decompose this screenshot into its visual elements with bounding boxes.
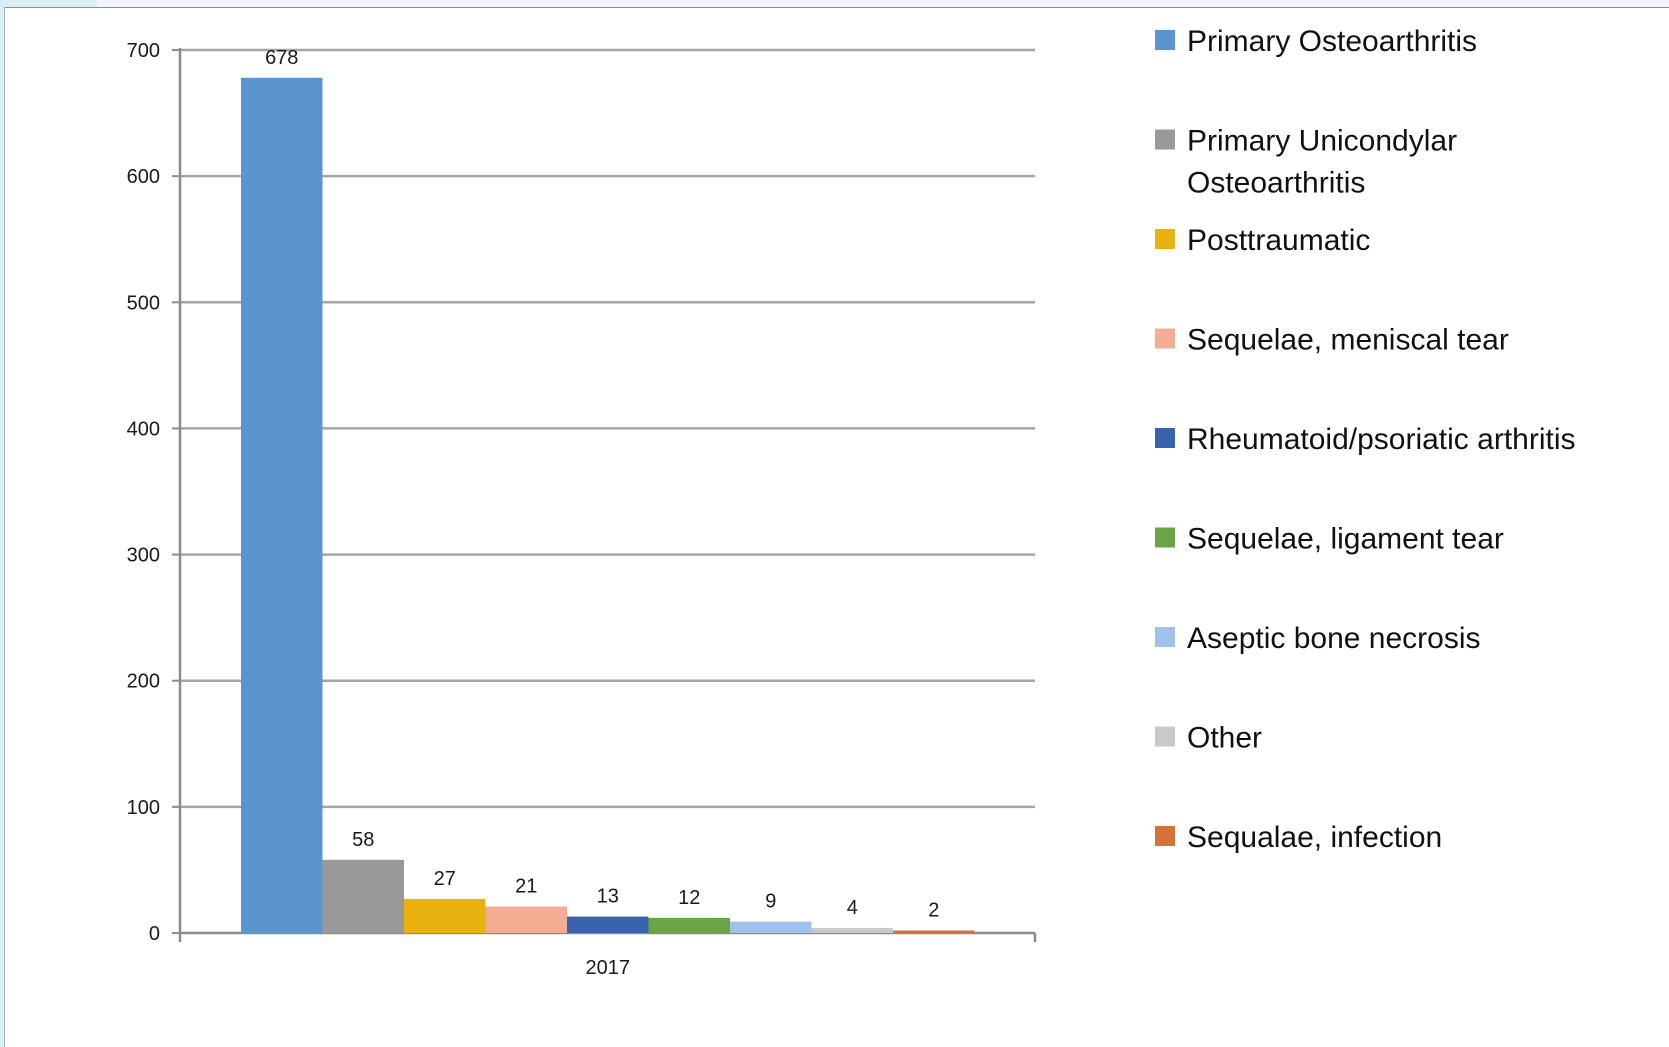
bar-4 bbox=[485, 906, 567, 933]
bar-6 bbox=[648, 917, 730, 933]
y-axis-tick-labels: 0 100 200 300 400 500 600 700 bbox=[127, 40, 160, 945]
legend-swatch bbox=[1155, 726, 1175, 747]
legend-swatch bbox=[1155, 428, 1175, 448]
bar-7 bbox=[730, 921, 812, 933]
x-axis-category-label: 2017 bbox=[586, 957, 631, 979]
bar-5 bbox=[567, 916, 649, 933]
bar-1 bbox=[241, 77, 323, 934]
window-tab-strip bbox=[0, 0, 97, 7]
window-top-border bbox=[0, 0, 1669, 8]
legend-swatch bbox=[1155, 527, 1175, 548]
legend-label: Primary Unicondylar bbox=[1187, 125, 1457, 158]
legend-label: Sequalae, infection bbox=[1187, 821, 1442, 854]
bar-value-label: 13 bbox=[597, 886, 619, 908]
y-tick-label: 300 bbox=[127, 545, 160, 567]
legend-label: Osteoarthritis bbox=[1187, 167, 1365, 200]
bar-value-label: 21 bbox=[515, 876, 537, 898]
legend-label: Primary Osteoarthritis bbox=[1187, 25, 1477, 58]
bar-value-label: 678 bbox=[265, 47, 298, 69]
legend-label: Aseptic bone necrosis bbox=[1187, 622, 1481, 655]
legend-swatch bbox=[1155, 328, 1175, 349]
gridlines bbox=[180, 48, 1035, 809]
legend-label: Sequelae, meniscal tear bbox=[1187, 324, 1509, 357]
legend-label: Other bbox=[1187, 722, 1262, 755]
legend-swatch bbox=[1155, 129, 1175, 150]
bar-value-label: 4 bbox=[847, 897, 858, 919]
bar-9 bbox=[893, 930, 975, 933]
legend-swatch bbox=[1155, 30, 1175, 50]
bar-value-label: 58 bbox=[352, 829, 374, 851]
y-tick-label: 500 bbox=[127, 292, 160, 314]
bars bbox=[241, 77, 975, 934]
legend-label: Posttraumatic bbox=[1187, 224, 1370, 257]
legend-swatch bbox=[1155, 229, 1175, 249]
legend-swatch bbox=[1155, 826, 1175, 846]
y-tick-label: 600 bbox=[127, 166, 160, 188]
y-tick-label: 0 bbox=[149, 923, 160, 945]
legend: Primary Osteoarthritis Primary Unicondyla… bbox=[1155, 25, 1576, 854]
y-tick-label: 200 bbox=[127, 671, 160, 693]
bar-value-label: 9 bbox=[765, 891, 776, 913]
legend-swatch bbox=[1155, 627, 1175, 647]
bar-value-label: 2 bbox=[928, 899, 939, 921]
legend-label: Sequelae, ligament tear bbox=[1187, 523, 1504, 556]
bar-value-label: 12 bbox=[678, 887, 700, 909]
bar-3 bbox=[404, 898, 486, 933]
bar-2 bbox=[322, 859, 404, 933]
y-tick-label: 700 bbox=[127, 40, 160, 62]
bar-value-label: 27 bbox=[434, 868, 456, 890]
y-tick-label: 100 bbox=[127, 797, 160, 819]
legend-label: Rheumatoid/psoriatic arthritis bbox=[1187, 423, 1576, 456]
y-tick-label: 400 bbox=[127, 418, 160, 440]
window-left-border bbox=[0, 7, 5, 1047]
bar-8 bbox=[811, 927, 893, 933]
data-labels: 678 58 27 21 13 12 9 4 2 bbox=[265, 47, 939, 922]
